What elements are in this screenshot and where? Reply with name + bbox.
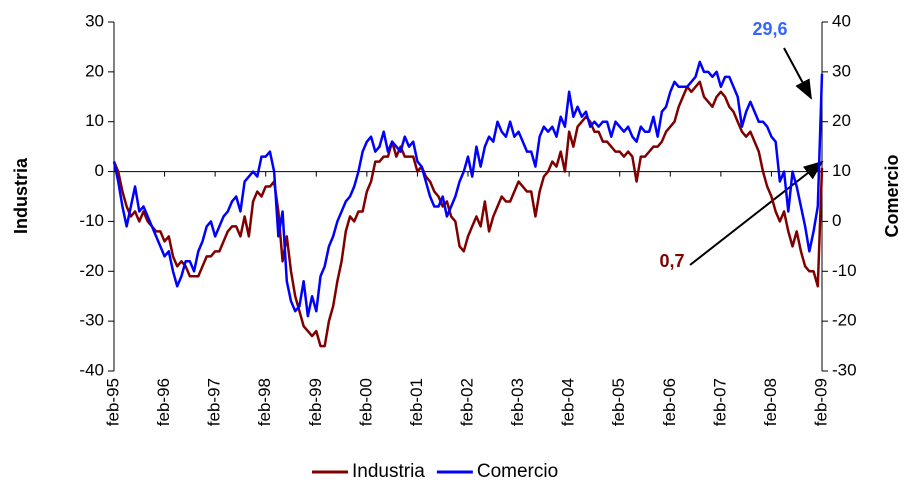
x-tick-label: feb-02: [457, 378, 476, 426]
x-tick-label: feb-03: [508, 378, 527, 426]
x-tick-label: feb-08: [761, 378, 780, 426]
y2-axis-title: Comercio: [882, 154, 902, 237]
x-tick-label: feb-01: [407, 378, 426, 426]
series-line: [112, 60, 824, 318]
x-tick-label: feb-09: [811, 378, 830, 426]
x-tick-label: feb-97: [205, 378, 224, 426]
x-tick-label: feb-98: [255, 378, 274, 426]
x-tick-label: feb-96: [154, 378, 173, 426]
y-tick-label: -40: [79, 360, 104, 379]
y-tick-label: -20: [79, 261, 104, 280]
y-tick-label: 0: [95, 161, 104, 180]
y-tick-label: 30: [85, 11, 104, 30]
y2-tick-label: 10: [832, 161, 851, 180]
legend-label: Industria: [352, 461, 425, 482]
annotation: 29,6: [752, 19, 787, 39]
y-tick-label: -10: [79, 211, 104, 230]
annotation-arrow: [689, 160, 824, 266]
legend-label: Comercio: [477, 461, 558, 482]
y2-tick-label: -10: [832, 261, 857, 280]
annotation: 0,7: [659, 251, 684, 271]
x-tick-label: feb-95: [103, 378, 122, 426]
y-tick-label: -30: [79, 311, 104, 330]
annotation-arrow: [783, 47, 812, 100]
x-tick-label: feb-04: [559, 378, 578, 426]
x-tick-label: feb-00: [356, 378, 375, 426]
y2-tick-label: 20: [832, 111, 851, 130]
x-tick-label: feb-06: [660, 378, 679, 426]
x-tick-label: feb-99: [306, 378, 325, 426]
y2-tick-label: 40: [832, 11, 851, 30]
y-axis-title: Industria: [11, 157, 31, 234]
y2-tick-label: -20: [832, 311, 857, 330]
y-tick-label: 20: [85, 61, 104, 80]
y2-tick-label: -30: [832, 360, 857, 379]
series-line: [112, 80, 824, 348]
x-tick-label: feb-05: [609, 378, 628, 426]
x-tick-label: feb-07: [710, 378, 729, 426]
y2-tick-label: 30: [832, 61, 851, 80]
y2-tick-label: 0: [832, 211, 841, 230]
y-tick-label: 10: [85, 111, 104, 130]
